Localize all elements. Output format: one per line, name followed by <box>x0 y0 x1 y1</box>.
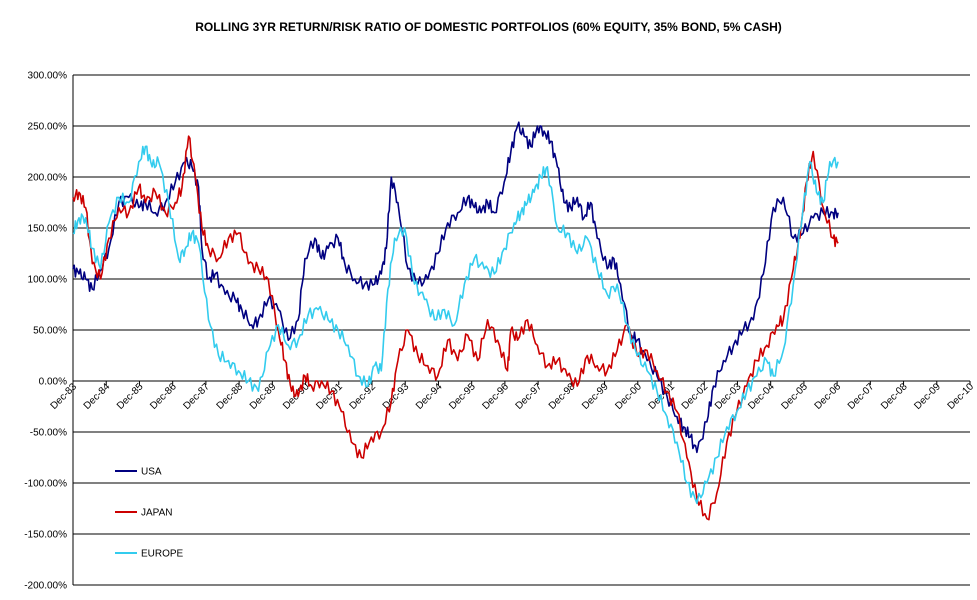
legend-label-usa: USA <box>141 467 162 478</box>
x-tick-label: Dec-92 <box>348 381 379 412</box>
x-tick-label: Dec-08 <box>879 381 910 412</box>
x-tick-label: Dec-90 <box>281 381 312 412</box>
gridlines <box>73 74 970 586</box>
x-tick-label: Dec-85 <box>115 381 146 412</box>
y-tick-label: 250.00% <box>28 122 68 133</box>
y-tick-label: 150.00% <box>28 224 68 235</box>
y-tick-label: 100.00% <box>28 275 68 286</box>
axes <box>72 75 971 585</box>
x-tick-label: Dec-02 <box>680 381 711 412</box>
x-tick-label: Dec-00 <box>613 381 644 412</box>
y-tick-label: 200.00% <box>28 173 68 184</box>
x-tick-label: Dec-86 <box>148 381 179 412</box>
y-tick-label: -200.00% <box>24 581 67 592</box>
x-tick-label: Dec-10 <box>946 381 977 412</box>
y-tick-label: -50.00% <box>30 428 67 439</box>
y-tick-label: 300.00% <box>28 71 68 82</box>
legend: USA JAPAN EUROPE <box>115 467 184 560</box>
x-tick-label: Dec-07 <box>846 381 877 412</box>
chart-title: ROLLING 3YR RETURN/RISK RATIO OF DOMESTI… <box>195 20 782 34</box>
x-tick-label: Dec-99 <box>580 381 611 412</box>
x-tick-label: Dec-97 <box>514 381 545 412</box>
series-line-europe <box>72 145 839 505</box>
y-tick-label: 0.00% <box>39 377 67 388</box>
x-tick-label: Dec-09 <box>912 381 943 412</box>
x-tick-label: Dec-88 <box>215 381 246 412</box>
x-tick-label: Dec-89 <box>248 381 279 412</box>
x-tick-label: Dec-96 <box>480 381 511 412</box>
x-tick-label: Dec-95 <box>447 381 478 412</box>
series-lines <box>72 121 839 521</box>
series-line-japan <box>72 135 839 521</box>
x-tick-label: Dec-87 <box>181 381 212 412</box>
legend-label-japan: JAPAN <box>141 508 173 519</box>
x-tick-label: Dec-05 <box>779 381 810 412</box>
legend-label-europe: EUROPE <box>141 549 184 560</box>
x-tick-label: Dec-06 <box>813 381 844 412</box>
y-axis-ticks: 300.00% 250.00% 200.00% 150.00% 100.00% 50.00… <box>24 71 67 592</box>
x-axis-ticks: Dec-83 Dec-84 Dec-85 Dec-86 Dec-87 Dec-88 Dec-… <box>49 381 977 412</box>
x-tick-label: Dec-94 <box>414 381 445 412</box>
y-tick-label: -100.00% <box>24 479 67 490</box>
x-tick-label: Dec-84 <box>82 381 113 412</box>
y-tick-label: 50.00% <box>33 326 67 337</box>
x-tick-label: Dec-93 <box>381 381 412 412</box>
y-tick-label: -150.00% <box>24 530 67 541</box>
